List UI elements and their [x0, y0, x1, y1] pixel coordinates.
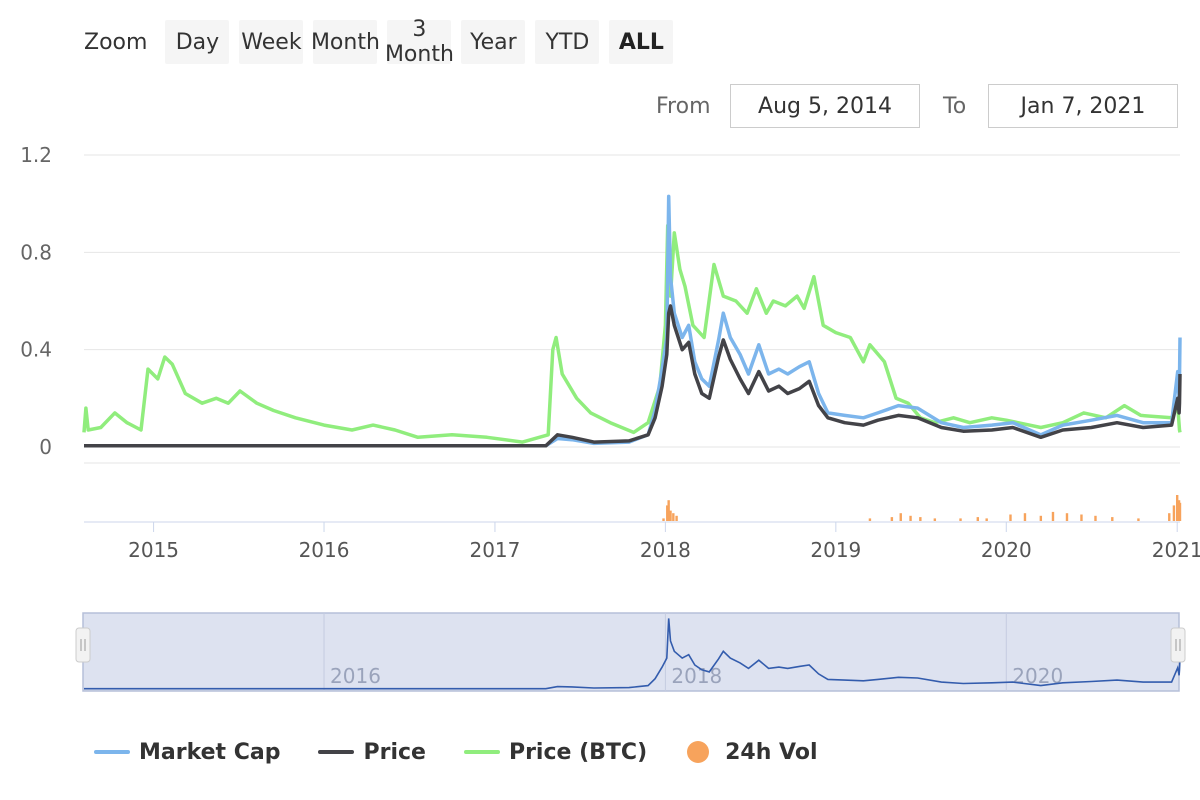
volume-bar: [1111, 517, 1114, 521]
navigator-left-handle[interactable]: [75, 627, 91, 663]
volume-bar: [669, 510, 672, 521]
zoom-all-button[interactable]: ALL: [609, 20, 674, 64]
legend-market-cap[interactable]: Market Cap: [94, 740, 280, 765]
zoom-month-button[interactable]: Month: [311, 20, 380, 64]
x-tick-label: 2017: [469, 538, 520, 562]
volume-bar: [985, 518, 988, 521]
volume-bar: [1137, 518, 1140, 521]
volume-bar: [1009, 514, 1012, 521]
zoom-year-button[interactable]: Year: [461, 20, 526, 64]
navigator[interactable]: 2016 2018 2020: [75, 612, 1186, 692]
y-tick-label: 0: [39, 435, 52, 459]
volume-bar: [1039, 515, 1043, 521]
from-date-input[interactable]: [730, 84, 920, 128]
legend-price[interactable]: Price: [318, 739, 426, 765]
y-tick-label: 0.4: [20, 338, 52, 362]
volume-bar: [1065, 513, 1069, 521]
market-cap-line: [84, 194, 1182, 448]
y-axis-labels: 0 0.4 0.8 1.2: [20, 143, 52, 459]
volume-bar: [662, 518, 665, 521]
zoom-label: Zoom: [84, 29, 148, 55]
volume-bar: [890, 517, 894, 521]
navigator-x-label: 2018: [671, 664, 722, 688]
price-chart: 00.40.81.2 2015 2016 2017 2018 2019 2020 2021 …: [20, 143, 1200, 692]
y-tick-label: 0.8: [20, 240, 52, 264]
navigator-x-label: 2016: [330, 664, 381, 688]
zoom-week-button[interactable]: Week: [239, 20, 304, 64]
volume-bar: [899, 513, 902, 521]
volume-bar: [1023, 513, 1027, 521]
volume-bar: [976, 517, 979, 521]
handle-body: [1170, 627, 1186, 663]
navigator-series-line: [84, 618, 1181, 690]
x-tick-label: 2020: [981, 538, 1032, 562]
market-cap-swatch: [94, 750, 130, 754]
navigator-right-handle[interactable]: [1170, 627, 1186, 663]
legend-label: 24h Vol: [725, 739, 818, 765]
volume-pane: [84, 462, 1182, 521]
volume-bar: [1172, 505, 1176, 521]
volume-bar: [675, 515, 678, 521]
volume-bar: [1178, 502, 1182, 521]
volume-bar: [909, 515, 912, 521]
to-label: To: [943, 93, 967, 119]
volume-bar: [1094, 515, 1097, 521]
volume-bar: [1168, 513, 1171, 521]
x-tick-label: 2019: [810, 538, 861, 562]
volume-bar: [1080, 514, 1083, 521]
x-tick-label: 2015: [128, 538, 179, 562]
volume-bar: [672, 513, 675, 521]
plot-area: [82, 194, 1182, 448]
range-selector: Zoom Day Week Month 3 Month Year YTD ALL: [84, 17, 683, 67]
volume-bar: [959, 518, 962, 521]
zoom-ytd-button[interactable]: YTD: [535, 20, 600, 64]
zoom-day-button[interactable]: Day: [165, 20, 230, 64]
grid-lines: [84, 154, 1180, 448]
navigator-mask: [82, 612, 1180, 692]
volume-bar: [667, 500, 670, 521]
legend-label: Market Cap: [139, 739, 281, 765]
legend-label: Price: [363, 739, 426, 765]
zoom-3month-button[interactable]: 3 Month: [384, 17, 454, 67]
legend-label: Price (BTC): [508, 739, 648, 765]
legend-24h-vol[interactable]: 24h Vol: [685, 739, 818, 765]
to-date-input[interactable]: [988, 84, 1178, 128]
volume-bar: [1051, 511, 1055, 521]
volume-bar: [868, 518, 872, 521]
x-tick-label: 2016: [299, 538, 350, 562]
x-tick-label: 2021: [1152, 538, 1200, 562]
price-btc-line: [82, 223, 1182, 444]
price-btc-swatch: [463, 750, 500, 754]
handle-body: [75, 627, 91, 663]
volume-bar: [933, 518, 937, 521]
x-axis: 2015 2016 2017 2018 2019 2020 2021: [84, 521, 1200, 562]
from-label: From: [656, 93, 711, 119]
y-tick-label: 1.2: [20, 143, 52, 167]
volume-bar: [666, 505, 669, 521]
volume-bar: [919, 517, 922, 521]
price-line: [84, 304, 1182, 448]
legend-price-btc[interactable]: Price (BTC): [463, 739, 648, 765]
x-tick-label: 2018: [640, 538, 691, 562]
price-swatch: [318, 750, 355, 754]
legend: Market Cap Price Price (BTC) 24h Vol: [94, 730, 856, 774]
vol-swatch: [687, 741, 710, 763]
